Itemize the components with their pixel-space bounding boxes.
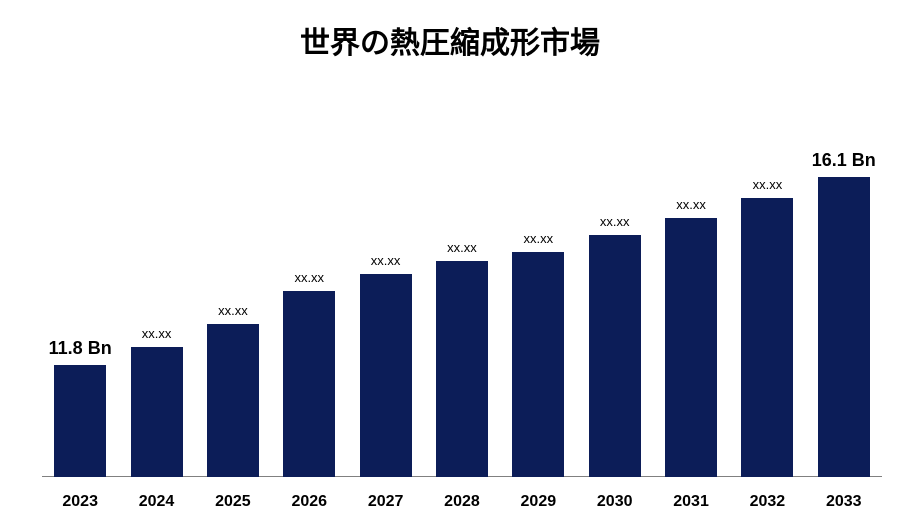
x-axis-label: 2025 — [195, 493, 271, 511]
bar-slot: xx.xx — [195, 95, 271, 477]
bar: xx.xx — [207, 324, 259, 477]
x-axis-label: 2033 — [806, 493, 882, 511]
bar-value-label: xx.xx — [753, 177, 783, 198]
bar: xx.xx — [512, 252, 564, 477]
bar-value-label: xx.xx — [142, 326, 172, 347]
bar: 16.1 Bn — [818, 177, 870, 477]
x-axis-label: 2024 — [118, 493, 194, 511]
bar-value-label: xx.xx — [676, 197, 706, 218]
bar: xx.xx — [589, 235, 641, 477]
bar-slot: xx.xx — [424, 95, 500, 477]
bar-value-label: xx.xx — [371, 253, 401, 274]
chart-title: 世界の熱圧縮成形市場 — [0, 18, 900, 62]
bar-value-label: xx.xx — [600, 214, 630, 235]
bar-value-label: xx.xx — [447, 240, 477, 261]
x-axis-label: 2032 — [729, 493, 805, 511]
x-axis-label: 2029 — [500, 493, 576, 511]
x-axis-label: 2023 — [42, 493, 118, 511]
bar-slot: xx.xx — [271, 95, 347, 477]
bar: xx.xx — [741, 198, 793, 478]
bars-container: 11.8 Bnxx.xxxx.xxxx.xxxx.xxxx.xxxx.xxxx.… — [42, 95, 882, 477]
bar-value-label: xx.xx — [218, 303, 248, 324]
bar: xx.xx — [436, 261, 488, 477]
x-axis-label: 2028 — [424, 493, 500, 511]
bar-value-label: 16.1 Bn — [812, 150, 876, 177]
plot-area: 11.8 Bnxx.xxxx.xxxx.xxxx.xxxx.xxxx.xxxx.… — [42, 95, 882, 477]
bar: 11.8 Bn — [54, 365, 106, 477]
bar-slot: xx.xx — [500, 95, 576, 477]
market-bar-chart: 世界の熱圧縮成形市場 11.8 Bnxx.xxxx.xxxx.xxxx.xxxx… — [0, 0, 900, 525]
bar-value-label: xx.xx — [524, 231, 554, 252]
bar: xx.xx — [665, 218, 717, 477]
bar-slot: 11.8 Bn — [42, 95, 118, 477]
bar-slot: xx.xx — [577, 95, 653, 477]
bar: xx.xx — [131, 347, 183, 477]
bar: xx.xx — [283, 291, 335, 477]
bar-slot: xx.xx — [653, 95, 729, 477]
x-axis-labels: 2023202420252026202720282029203020312032… — [42, 493, 882, 511]
bar-slot: 16.1 Bn — [806, 95, 882, 477]
x-axis-label: 2031 — [653, 493, 729, 511]
x-axis-label: 2026 — [271, 493, 347, 511]
bar: xx.xx — [360, 274, 412, 477]
bar-slot: xx.xx — [729, 95, 805, 477]
x-axis-label: 2030 — [577, 493, 653, 511]
x-axis-label: 2027 — [347, 493, 423, 511]
bar-value-label: 11.8 Bn — [49, 338, 112, 365]
bar-slot: xx.xx — [347, 95, 423, 477]
bar-value-label: xx.xx — [294, 270, 324, 291]
bar-slot: xx.xx — [118, 95, 194, 477]
